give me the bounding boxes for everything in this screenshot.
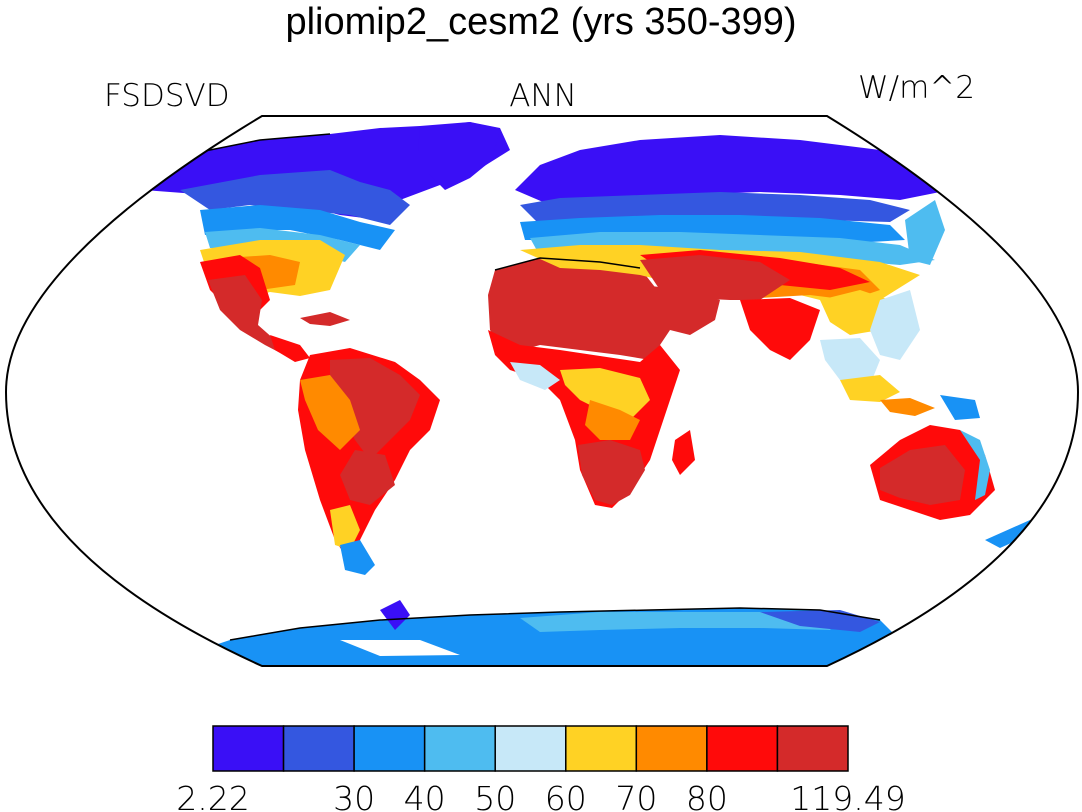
map-title: pliomip2_cesm2 (yrs 350-399)	[285, 1, 796, 43]
variable-label: FSDSVD	[104, 78, 230, 114]
colorbar-swatch	[635, 725, 708, 772]
colorbar-swatch	[494, 725, 567, 772]
colorbar-tick-label: 70	[615, 779, 657, 812]
africa	[488, 258, 695, 508]
units-label: W/m^2	[858, 70, 975, 106]
globe-map	[6, 116, 1078, 666]
colorbar-swatch	[776, 725, 849, 772]
south-america	[298, 348, 440, 575]
colorbar-tick-label: 80	[686, 779, 728, 812]
antarctica	[200, 600, 900, 666]
colorbar-tick-label: 40	[404, 779, 446, 812]
caribbean	[300, 312, 350, 326]
colorbar-swatch	[282, 725, 355, 772]
colorbar-swatch	[565, 725, 638, 772]
colorbar-swatch	[706, 725, 779, 772]
colorbar: 2.22 30 40 50 60 70 80 119.49	[176, 725, 906, 812]
colorbar-tick-label: 119.49	[790, 779, 905, 812]
colorbar-tick-label: 30	[333, 779, 375, 812]
colorbar-tick-label: 50	[474, 779, 516, 812]
greenland	[418, 122, 500, 190]
globe-outline	[4, 115, 1080, 667]
colorbar-swatch	[353, 725, 426, 772]
australia	[870, 425, 1040, 548]
north-america	[118, 122, 510, 362]
colorbar-swatch	[423, 725, 496, 772]
season-label: ANN	[509, 78, 577, 114]
colorbar-tick-label: 2.22	[176, 779, 249, 812]
eurasia	[515, 135, 980, 420]
colorbar-swatch	[212, 725, 285, 772]
colorbar-tick-label: 60	[545, 779, 587, 812]
